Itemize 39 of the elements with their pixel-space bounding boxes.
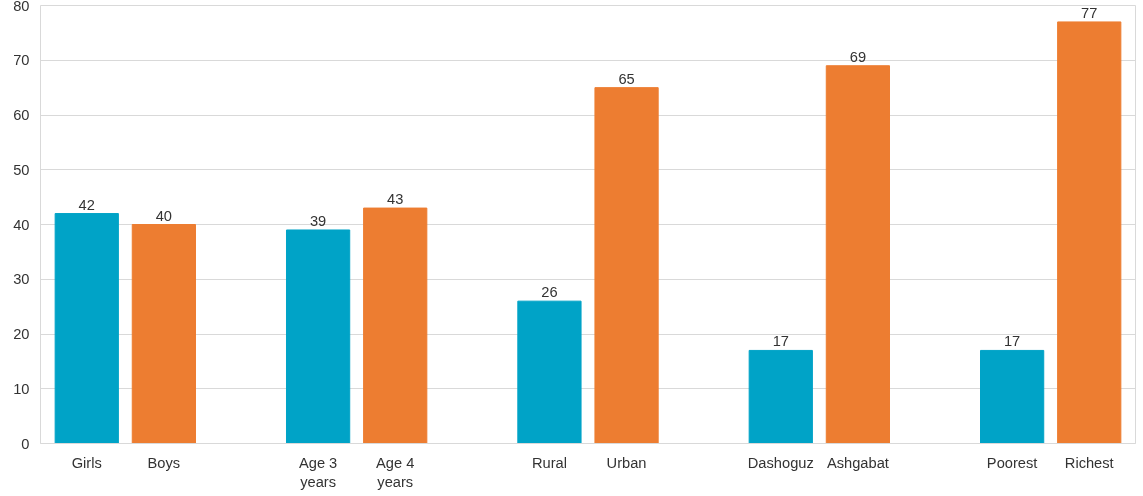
x-tick-label: Rural (531, 454, 567, 471)
x-tick-label: Boys (147, 454, 181, 471)
x-tick-label: Dashoguz (747, 454, 814, 471)
y-tick-label: 70 (13, 52, 30, 69)
x-tick-label: Poorest (986, 454, 1038, 471)
y-tick-label: 10 (13, 380, 30, 397)
bar (285, 229, 351, 444)
bar (748, 349, 813, 444)
bar (54, 213, 119, 444)
data-label: 65 (618, 70, 635, 87)
data-label: 17 (1003, 333, 1021, 350)
y-tick-label: 40 (13, 216, 30, 233)
bar (594, 87, 659, 444)
bar (1057, 21, 1122, 444)
bar (517, 300, 582, 444)
data-label: 77 (1081, 4, 1098, 21)
data-label: 17 (772, 333, 789, 350)
data-label: 69 (849, 48, 867, 65)
bar (131, 224, 196, 444)
y-tick-label: 20 (13, 326, 30, 342)
data-label: 42 (78, 196, 95, 213)
y-tick-label: 60 (13, 107, 30, 123)
x-tick-label: Age 4 years (376, 454, 415, 490)
bar (825, 65, 891, 444)
x-tick-label: Richest (1064, 454, 1114, 471)
y-tick-label: 30 (13, 271, 30, 288)
y-tick-label: 0 (21, 435, 30, 452)
x-tick-label: Girls (71, 454, 102, 471)
bar (980, 349, 1045, 444)
y-tick-label: 50 (13, 161, 30, 178)
x-tick-label: Urban (606, 454, 647, 471)
data-label: 43 (387, 191, 404, 208)
y-tick-label: 80 (13, 0, 30, 14)
data-label: 40 (155, 207, 173, 224)
bar (363, 207, 428, 444)
x-tick-label: Age 3 years (298, 454, 338, 490)
x-tick-label: Ashgabat (826, 454, 889, 471)
data-label: 26 (541, 284, 558, 301)
data-label: 39 (309, 212, 327, 229)
